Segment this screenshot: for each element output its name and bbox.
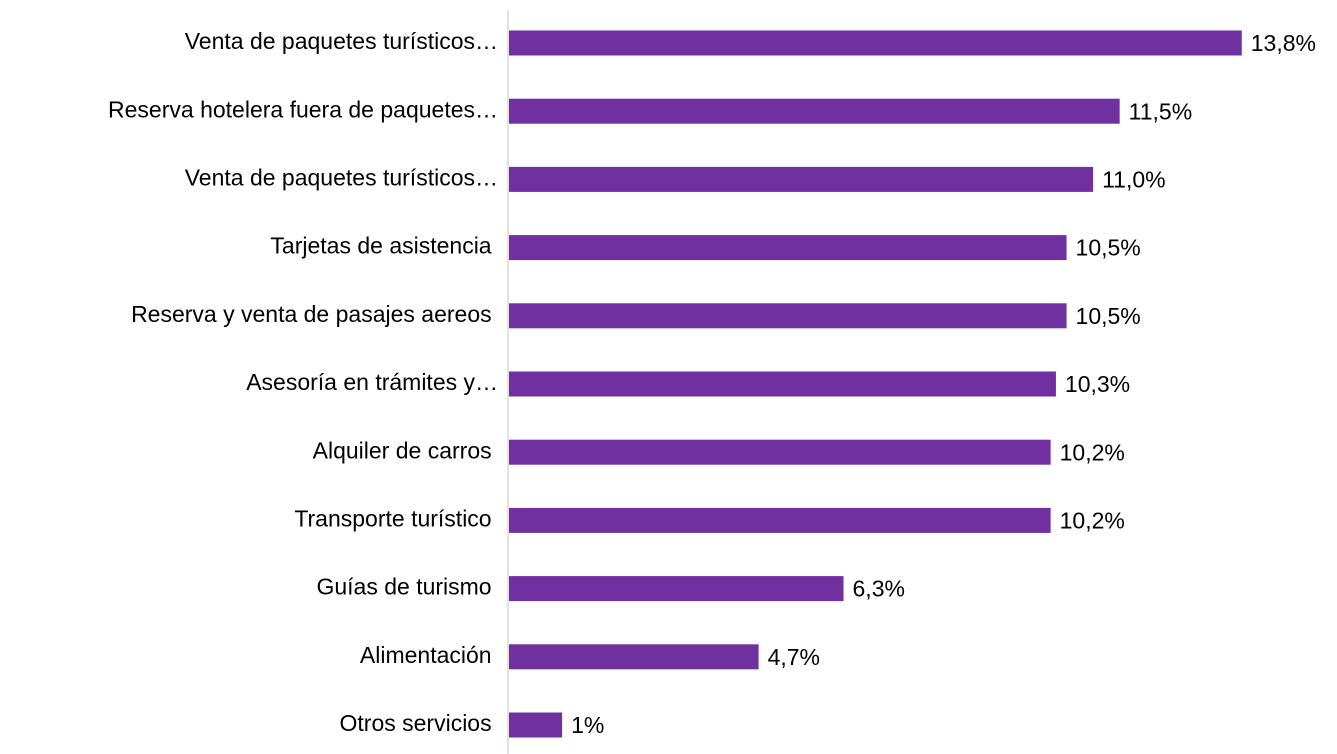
bar — [509, 235, 1067, 261]
category-label: Alimentación — [360, 642, 498, 668]
bar — [509, 303, 1067, 329]
value-label: 1% — [571, 712, 604, 738]
value-label: 4,7% — [768, 644, 820, 670]
category-label: Reserva y venta de pasajes aereos — [131, 301, 498, 327]
bar — [509, 98, 1120, 124]
category-label: Venta de paquetes turísticos… — [185, 164, 498, 190]
category-label: Venta de paquetes turísticos… — [185, 28, 498, 54]
category-label: Transporte turístico — [294, 505, 498, 531]
category-label: Asesoría en trámites y… — [246, 369, 498, 395]
category-label: Otros servicios — [340, 710, 498, 736]
value-label: 11,5% — [1129, 98, 1193, 124]
bar — [509, 507, 1051, 533]
value-label: 13,8% — [1251, 30, 1316, 56]
bar — [509, 439, 1051, 465]
bar — [509, 30, 1242, 56]
bar — [509, 712, 563, 738]
category-label: Alquiler de carros — [313, 437, 498, 463]
category-label: Guías de turismo — [316, 574, 498, 600]
category-label: Tarjetas de asistencia — [270, 233, 498, 259]
bar — [509, 644, 759, 670]
value-label: 10,5% — [1076, 303, 1141, 329]
value-label: 11,0% — [1102, 166, 1166, 192]
value-label: 6,3% — [853, 576, 905, 602]
category-label: Reserva hotelera fuera de paquetes… — [108, 96, 498, 122]
value-label: 10,5% — [1076, 235, 1141, 261]
bar — [509, 576, 844, 602]
bar — [509, 371, 1056, 397]
bar — [509, 166, 1094, 192]
value-label: 10,3% — [1065, 371, 1130, 397]
value-label: 10,2% — [1060, 439, 1125, 465]
value-label: 10,2% — [1060, 507, 1125, 533]
